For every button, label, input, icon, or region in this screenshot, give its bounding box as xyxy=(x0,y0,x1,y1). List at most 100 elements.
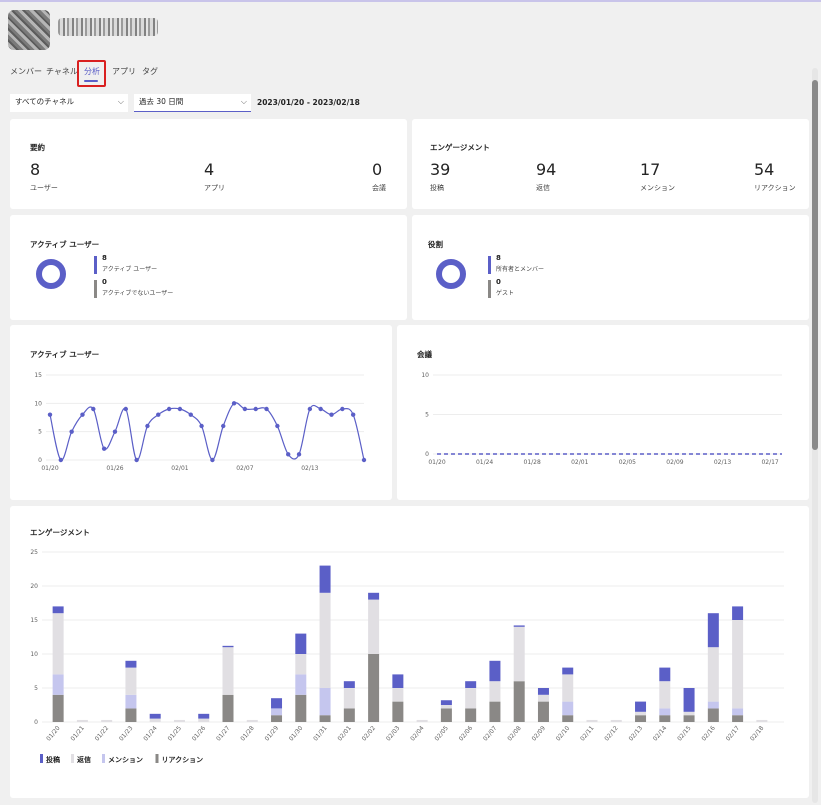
bar-segment xyxy=(76,719,88,722)
y-tick-label: 0 xyxy=(38,457,42,464)
guests-legend-swatch xyxy=(488,280,491,298)
page-scrollbar-thumb[interactable] xyxy=(812,80,818,450)
legend-label: 返信 xyxy=(77,755,91,764)
bar-segment xyxy=(416,719,428,722)
bar-segment xyxy=(562,674,574,702)
x-tick-label: 01/27 xyxy=(215,725,232,743)
team-header xyxy=(8,10,168,50)
meetings-line-chart: 0 5 10 01/20 01/24 01/28 02/01 02/05 02/09 02/13 0… xyxy=(421,372,782,466)
bar-segment xyxy=(537,688,549,695)
bar-segment xyxy=(368,599,380,654)
data-point xyxy=(166,406,172,412)
owners-count: 8 xyxy=(496,254,501,262)
y-tick-label: 25 xyxy=(30,549,38,556)
period-filter-dropdown[interactable]: 過去 30 日間 ⌵ xyxy=(134,94,251,112)
meetings-chart-title: 会議 xyxy=(417,350,432,359)
data-point xyxy=(361,457,367,463)
x-tick-label: 02/09 xyxy=(531,725,548,743)
bar-segment xyxy=(683,688,695,712)
replies-label: 返信 xyxy=(536,184,550,192)
tab-members[interactable]: メンバー xyxy=(10,67,42,76)
x-tick-label: 02/12 xyxy=(603,725,620,743)
x-tick-label: 02/01 xyxy=(336,725,353,743)
engagement-bar-chart: 0 5 10 15 20 25 01/20 01/21 01/22 01/23 01/24 01/25… xyxy=(30,549,784,764)
data-point xyxy=(221,423,226,429)
data-point xyxy=(145,423,150,429)
y-tick-label: 15 xyxy=(30,617,38,624)
bar-segment xyxy=(271,698,283,709)
bar-segment xyxy=(392,701,404,722)
y-tick-label: 0 xyxy=(425,451,429,458)
bar-segment xyxy=(489,660,501,682)
legend-label: メンション xyxy=(108,756,143,764)
owners-label: 所有者とメンバー xyxy=(496,266,545,273)
data-point xyxy=(253,406,258,412)
bar-segment xyxy=(489,701,501,722)
bar-segment xyxy=(295,674,307,695)
active-users-chart-title: アクティブ ユーザー xyxy=(30,350,100,359)
meetings-label: 会議 xyxy=(372,184,386,192)
y-tick-label: 10 xyxy=(421,372,429,379)
x-tick-label: 02/18 xyxy=(749,725,766,743)
x-tick-label: 02/08 xyxy=(506,725,523,743)
apps-value: 4 xyxy=(204,160,215,179)
data-point xyxy=(275,423,280,429)
data-point xyxy=(177,406,183,412)
y-tick-label: 5 xyxy=(34,685,38,692)
engagement-summary-card: エンゲージメント 39 投稿 94 返信 17 メンション 54 リアクション xyxy=(412,119,809,209)
legend-swatch xyxy=(40,754,43,763)
tab-channels[interactable]: チャネル xyxy=(46,67,78,76)
engagement-summary-title: エンゲージメント xyxy=(430,143,490,152)
bar-segment xyxy=(295,694,307,722)
bar-segment xyxy=(659,708,671,716)
x-tick-label: 02/17 xyxy=(725,725,742,743)
x-tick-label: 02/16 xyxy=(700,725,717,743)
tab-analytics[interactable]: 分析 xyxy=(84,67,100,76)
bar-segment xyxy=(52,694,64,722)
bar-segment xyxy=(440,700,452,705)
bar-segment xyxy=(489,681,501,702)
bar-segment xyxy=(562,715,574,722)
bar-segment xyxy=(319,565,331,593)
channel-filter-value: すべてのチャネル xyxy=(15,97,75,106)
data-point xyxy=(91,406,96,412)
x-tick-label: 02/06 xyxy=(458,725,475,743)
y-tick-label: 15 xyxy=(34,372,42,379)
data-point xyxy=(296,452,302,457)
legend-swatch xyxy=(71,754,74,763)
bar-segment xyxy=(271,715,283,722)
data-point xyxy=(199,423,204,429)
team-avatar[interactable] xyxy=(8,10,50,50)
bar-segment xyxy=(343,688,355,709)
bar-segment xyxy=(513,625,525,627)
users-value: 8 xyxy=(30,160,41,179)
mentions-value: 17 xyxy=(640,160,661,179)
x-tick-label: 02/09 xyxy=(666,459,683,466)
x-tick-label: 02/13 xyxy=(628,725,645,743)
tab-highlight-box xyxy=(77,60,106,87)
users-label: ユーザー xyxy=(30,184,58,192)
legend-swatch xyxy=(102,754,105,763)
bar-segment xyxy=(392,688,404,702)
bar-segment xyxy=(368,654,380,722)
chevron-down-icon: ⌵ xyxy=(117,97,124,106)
x-tick-label: 01/23 xyxy=(118,725,135,743)
x-tick-label: 01/20 xyxy=(41,465,58,472)
bar-segment xyxy=(513,681,525,722)
x-tick-label: 01/31 xyxy=(312,725,329,743)
tab-apps[interactable]: アプリ xyxy=(112,67,136,76)
bar-segment xyxy=(222,694,234,722)
bar-segment xyxy=(173,719,185,722)
data-point xyxy=(242,406,248,412)
bar-segment xyxy=(125,660,137,668)
channel-filter-dropdown[interactable]: すべてのチャネル ⌵ xyxy=(10,94,128,112)
x-tick-label: 01/22 xyxy=(94,725,111,743)
guests-count: 0 xyxy=(496,278,501,286)
bar-segment xyxy=(635,701,647,712)
x-tick-label: 01/25 xyxy=(167,725,184,743)
data-point xyxy=(188,412,193,417)
bar-segment xyxy=(440,708,452,722)
tab-tags[interactable]: タグ xyxy=(142,67,158,76)
bar-segment xyxy=(586,719,598,722)
apps-label: アプリ xyxy=(204,184,225,192)
